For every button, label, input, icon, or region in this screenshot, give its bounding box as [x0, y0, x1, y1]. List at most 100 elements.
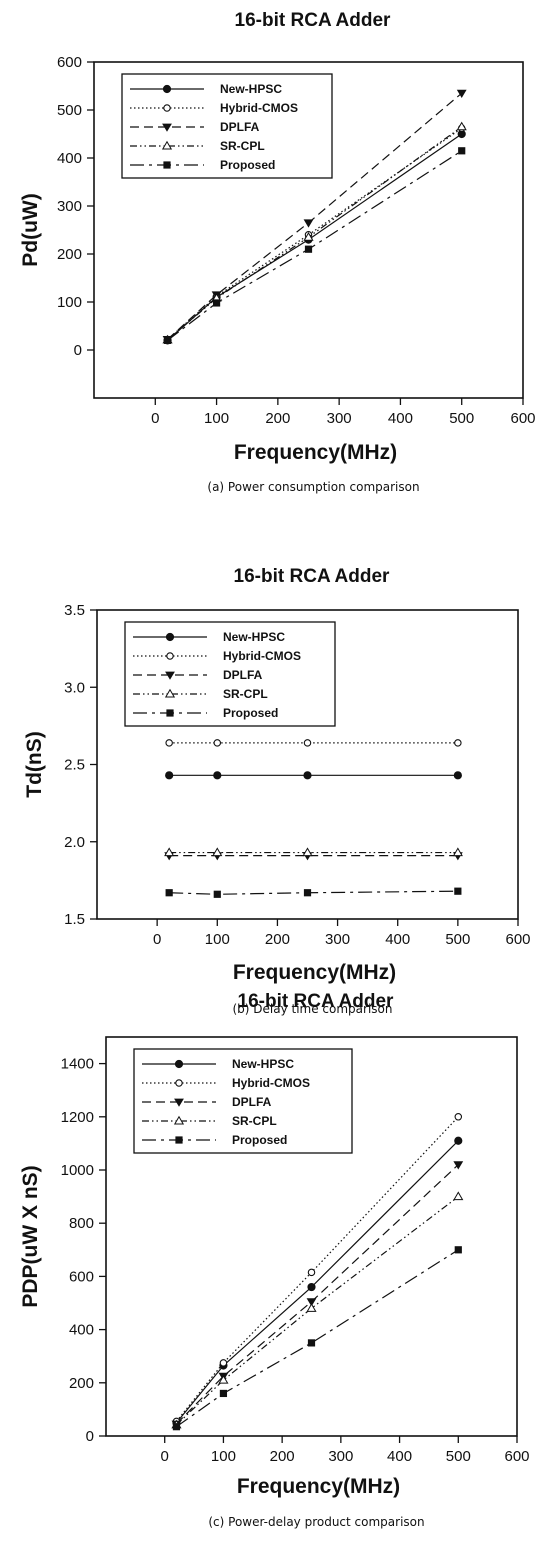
y-axis-label: Pd(uW): [19, 193, 42, 266]
x-tick-label: 400: [385, 931, 410, 948]
series-4: [165, 887, 462, 898]
y-tick-label: 400: [69, 1322, 94, 1339]
legend-marker: [165, 632, 175, 642]
plot-frame: [93, 61, 524, 399]
series-line: [175, 1116, 459, 1422]
x-axis-label: Frequency(MHz): [234, 441, 397, 464]
data-point: [213, 771, 222, 780]
legend-marker: [161, 140, 173, 150]
legend: New-HPSC Hybrid-CMOS DPLFA SR-CPL Proposed: [133, 1048, 353, 1154]
series-4: [172, 1246, 462, 1431]
series-line: [175, 1140, 459, 1424]
data-point: [164, 847, 175, 857]
legend-label: DPLFA: [223, 668, 263, 682]
legend-box: [124, 621, 336, 727]
x-tick-label: 600: [505, 931, 530, 948]
data-point: [303, 739, 312, 747]
legend-marker: [163, 104, 171, 112]
y-tick-label: 0: [86, 1428, 94, 1445]
data-point: [212, 299, 221, 307]
x-tick-label: 200: [265, 410, 290, 427]
data-point: [303, 232, 314, 241]
legend-marker: [162, 84, 172, 94]
data-point: [307, 1282, 316, 1292]
data-point: [303, 219, 314, 228]
figure-caption: (a) Power consumption comparison: [207, 480, 419, 494]
y-tick-label: 1200: [61, 1109, 94, 1126]
data-point: [165, 739, 173, 747]
plot-frame: [105, 1036, 518, 1437]
data-point: [302, 847, 313, 857]
legend-marker: [163, 161, 171, 169]
legend-box: [121, 73, 333, 179]
data-point: [219, 1359, 228, 1367]
legend-label: Proposed: [223, 706, 278, 720]
chart-title: 16-bit RCA Adder: [238, 991, 394, 1012]
y-tick-label: 1000: [61, 1162, 94, 1179]
series-line: [167, 133, 463, 341]
legend-marker: [174, 1059, 184, 1069]
data-point: [453, 1161, 464, 1170]
data-point: [163, 336, 172, 344]
data-point: [456, 89, 467, 98]
data-point: [213, 890, 221, 898]
x-tick-label: 600: [504, 1448, 529, 1465]
data-point: [303, 889, 312, 897]
series-2: [164, 852, 463, 861]
y-tick-label: 0: [74, 342, 82, 359]
legend-label: Proposed: [232, 1133, 287, 1147]
legend-label: DPLFA: [232, 1095, 272, 1109]
y-tick-label: 3.0: [64, 679, 85, 696]
data-point: [454, 1136, 463, 1145]
data-point: [307, 1339, 316, 1347]
x-axis-label: Frequency(MHz): [237, 1475, 400, 1498]
x-tick-label: 100: [205, 931, 230, 948]
data-point: [219, 1389, 228, 1398]
legend-label: New-HPSC: [220, 82, 282, 96]
y-tick-label: 300: [57, 198, 82, 215]
data-point: [304, 245, 313, 253]
series-line: [176, 1196, 459, 1426]
y-tick-label: 100: [57, 294, 82, 311]
x-axis-label: Frequency(MHz): [233, 961, 396, 984]
y-tick-label: 400: [57, 150, 82, 167]
legend-label: New-HPSC: [232, 1057, 294, 1071]
legend-label: Hybrid-CMOS: [232, 1076, 310, 1090]
data-point: [165, 889, 173, 897]
legend-marker: [175, 1136, 183, 1144]
x-tick-label: 100: [211, 1448, 236, 1465]
series-1: [172, 1113, 463, 1426]
series-4: [163, 147, 466, 344]
x-tick-label: 300: [328, 1448, 353, 1465]
chart-title: 16-bit RCA Adder: [234, 566, 390, 587]
y-tick-label: 600: [57, 54, 82, 71]
series-2: [162, 89, 467, 345]
data-point: [454, 1246, 462, 1254]
x-tick-label: 600: [510, 410, 535, 427]
legend-marker: [173, 1115, 185, 1125]
x-tick-label: 0: [161, 1448, 169, 1465]
legend: New-HPSC Hybrid-CMOS DPLFA SR-CPL Proposed: [121, 73, 333, 179]
figure-caption: (b) Delay time comparison: [232, 1002, 392, 1016]
series-line: [167, 92, 463, 340]
x-tick-label: 400: [388, 410, 413, 427]
data-point: [213, 739, 222, 747]
data-point: [212, 847, 223, 857]
series-0: [165, 771, 462, 780]
y-axis-label: Td(nS): [23, 731, 46, 797]
figure-caption: (c) Power-delay product comparison: [208, 1515, 424, 1529]
series-1: [165, 739, 462, 747]
legend-label: DPLFA: [220, 120, 260, 134]
legend-label: Hybrid-CMOS: [223, 649, 301, 663]
x-tick-label: 500: [446, 1448, 471, 1465]
y-tick-label: 800: [69, 1215, 94, 1232]
series-line: [167, 150, 463, 341]
series-3: [164, 847, 463, 857]
x-tick-label: 300: [325, 931, 350, 948]
y-tick-label: 3.5: [64, 602, 85, 619]
data-point: [453, 1191, 464, 1201]
data-point: [165, 771, 174, 780]
y-axis-label: PDP(uW X nS): [19, 1165, 42, 1307]
y-tick-label: 2.0: [64, 834, 85, 851]
